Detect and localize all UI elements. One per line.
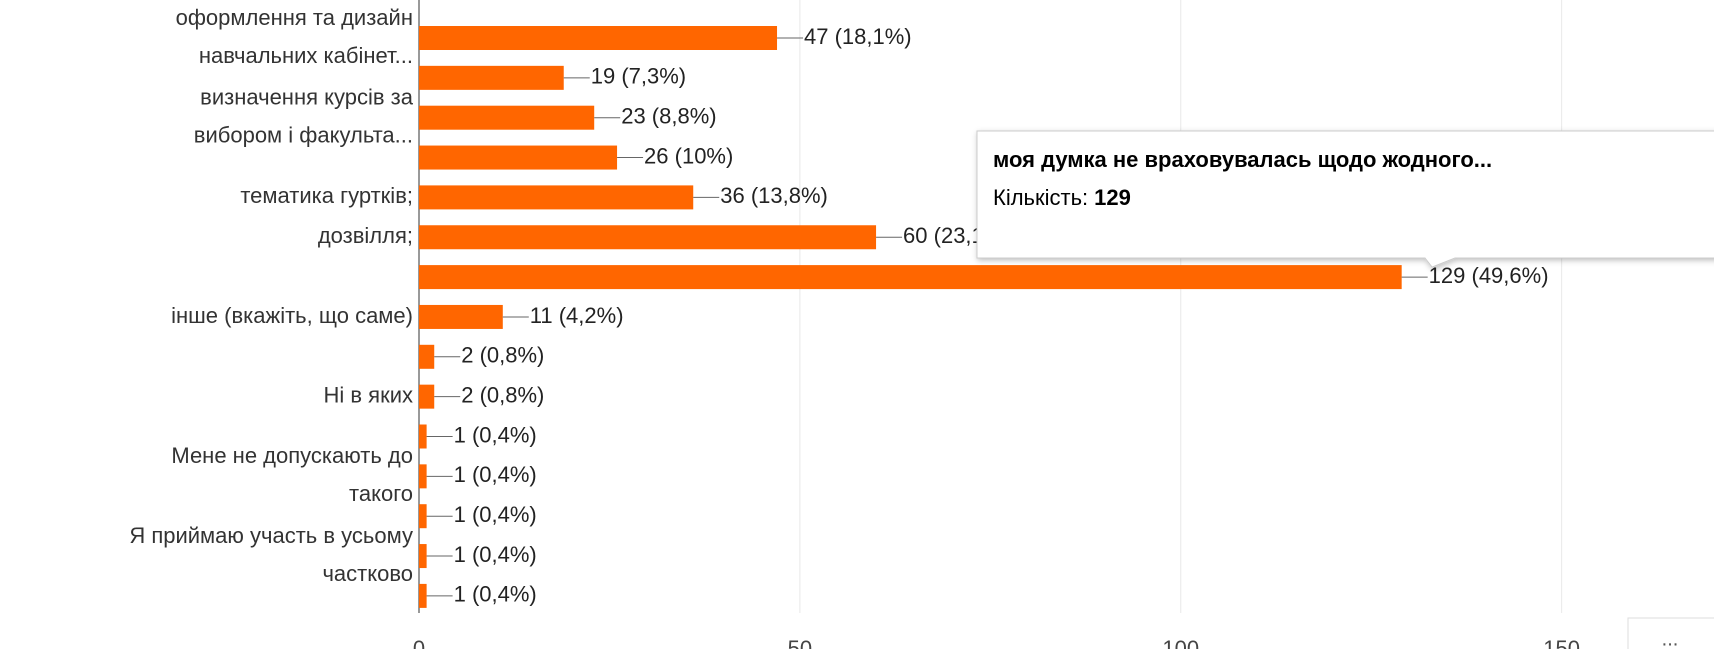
x-tick-label: 50	[788, 636, 812, 649]
y-tick-label: дозвілля;	[318, 223, 413, 248]
y-tick-label: Ні в яких	[323, 382, 413, 407]
bar	[419, 544, 427, 569]
value-label: 1 (0,4%)	[454, 542, 537, 567]
bar	[419, 504, 427, 529]
tooltip: моя думка не враховувалась щодо жодного.…	[976, 130, 1714, 268]
value-label: 1 (0,4%)	[454, 502, 537, 527]
bar	[419, 145, 618, 170]
value-label: 19 (7,3%)	[591, 64, 686, 89]
bar	[419, 464, 427, 489]
x-tick-label: 100	[1162, 636, 1199, 649]
bar	[419, 424, 427, 449]
value-label: 47 (18,1%)	[804, 24, 912, 49]
bar	[419, 384, 435, 409]
y-tick-label: такого	[349, 481, 413, 506]
more-button-label[interactable]: ...	[1662, 628, 1679, 649]
tooltip-value: 129	[1094, 185, 1131, 210]
bar	[419, 265, 1402, 290]
bar	[419, 344, 435, 369]
value-label: 36 (13,8%)	[720, 183, 828, 208]
value-label: 2 (0,8%)	[461, 382, 544, 407]
x-tick-label: 0	[413, 636, 425, 649]
tooltip-label: Кількість:	[993, 185, 1088, 210]
value-label: 11 (4,2%)	[530, 303, 624, 328]
y-tick-label: Мене не допускають до	[171, 443, 413, 468]
more-button[interactable]	[1627, 617, 1714, 649]
y-tick-label: частково	[322, 561, 413, 586]
bar	[419, 225, 877, 250]
bar	[419, 185, 694, 210]
x-tick-label: 150	[1543, 636, 1580, 649]
value-label: 26 (10%)	[644, 143, 733, 168]
value-label: 2 (0,8%)	[461, 343, 544, 368]
bar	[419, 105, 595, 130]
value-label: 23 (8,8%)	[621, 104, 716, 129]
value-label: 1 (0,4%)	[454, 582, 537, 607]
y-tick-label: оформлення та дизайн	[176, 5, 413, 30]
bar	[419, 26, 778, 50]
tooltip-title: моя думка не враховувалась щодо жодного.…	[993, 147, 1492, 172]
value-label: 1 (0,4%)	[454, 462, 537, 487]
y-tick-label: інше (вкажіть, що саме)	[171, 303, 413, 328]
bar	[419, 583, 427, 608]
y-tick-label: визначення курсів за	[200, 85, 414, 110]
bar	[419, 304, 503, 329]
y-tick-label: Я приймаю участь в усьому	[129, 523, 413, 548]
value-label: 1 (0,4%)	[454, 422, 537, 447]
y-tick-label: навчальних кабінет...	[199, 43, 413, 68]
tooltip-box	[976, 130, 1714, 268]
bars: оформлення та дизайн навчальних кабінет..…	[129, 5, 1549, 608]
y-tick-label: тематика гуртків;	[240, 183, 413, 208]
y-tick-label: вибором і факульта...	[194, 123, 413, 148]
bar	[419, 65, 564, 90]
value-label: 129 (49,6%)	[1429, 263, 1549, 288]
